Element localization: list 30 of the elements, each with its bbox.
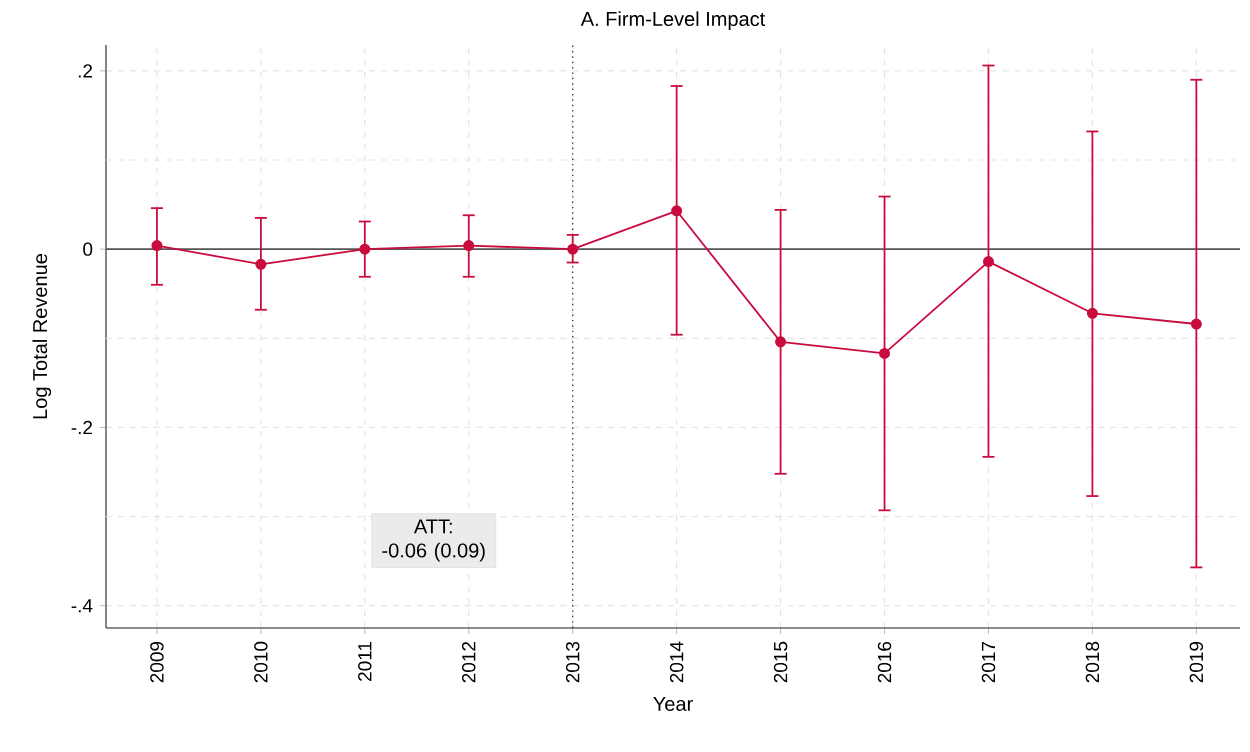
x-tick-label: 2018 <box>1085 641 1100 683</box>
x-tick-label: 2019 <box>1189 641 1204 683</box>
point <box>255 258 267 270</box>
y-tick-label: .2 <box>78 64 93 78</box>
point <box>359 243 371 255</box>
y-axis-title: Log Total Revenue <box>32 254 52 419</box>
y-tick-label: -.4 <box>71 599 93 613</box>
x-tick-label: 2016 <box>877 641 892 683</box>
x-tick-label: 2017 <box>981 641 996 683</box>
point <box>982 256 994 268</box>
point <box>463 240 475 252</box>
x-tick-label: 2012 <box>462 641 476 683</box>
point <box>775 336 787 348</box>
x-tick-label: 2013 <box>565 641 580 683</box>
x-tick-label: 2015 <box>773 641 788 683</box>
x-tick-label: 2010 <box>254 641 268 683</box>
point <box>1190 318 1202 330</box>
x-axis-title: Year <box>653 697 693 711</box>
point <box>671 205 683 217</box>
point <box>151 240 163 252</box>
x-tick-label: 2011 <box>358 641 372 681</box>
point <box>567 243 579 255</box>
x-tick-label: 2009 <box>150 641 164 683</box>
x-tick-label: 2014 <box>669 641 684 683</box>
point <box>879 347 891 359</box>
y-tick-label: 0 <box>83 242 93 256</box>
point <box>1086 307 1098 319</box>
chart-title: A. Firm-Level Impact <box>580 11 766 31</box>
y-tick-label: -.2 <box>71 420 93 435</box>
annotation: ATT: -0.06 (0.09) <box>382 519 485 562</box>
